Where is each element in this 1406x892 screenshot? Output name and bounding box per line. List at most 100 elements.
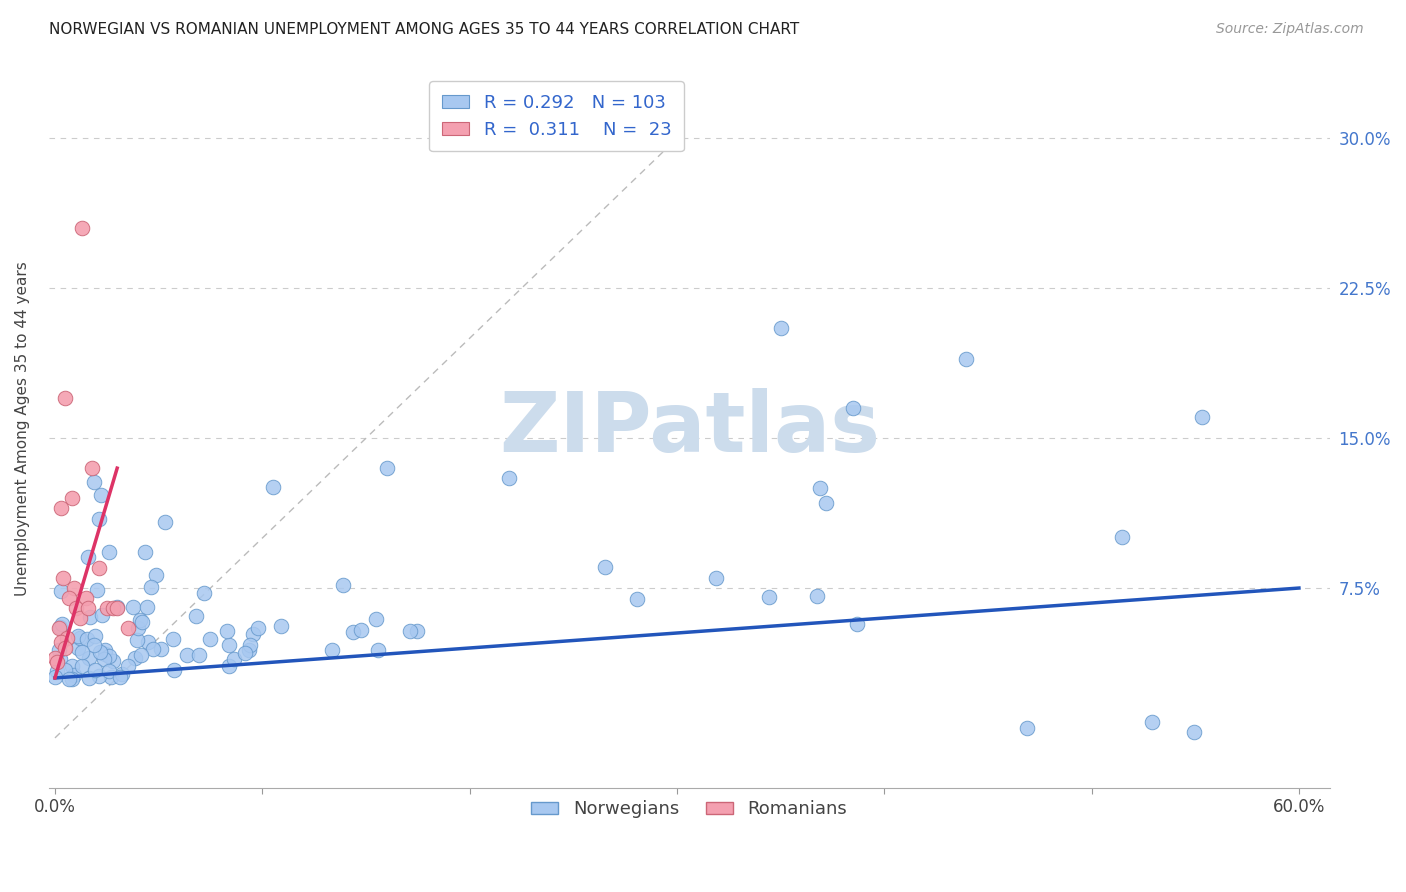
Point xyxy=(163,663,186,677)
Point xyxy=(70,221,93,235)
Point xyxy=(44,651,66,665)
Point xyxy=(49,652,72,666)
Point xyxy=(375,461,398,475)
Point xyxy=(60,491,83,505)
Point xyxy=(131,615,153,629)
Point xyxy=(769,321,792,335)
Point xyxy=(53,663,76,677)
Point xyxy=(108,670,131,684)
Point xyxy=(262,480,284,494)
Point xyxy=(94,642,117,657)
Point xyxy=(246,622,269,636)
Point xyxy=(94,647,117,661)
Point xyxy=(1191,410,1213,425)
Point xyxy=(242,627,264,641)
Point xyxy=(332,578,354,592)
Point xyxy=(121,599,143,614)
Point xyxy=(100,670,122,684)
Point xyxy=(89,645,111,659)
Legend: Norwegians, Romanians: Norwegians, Romanians xyxy=(524,793,855,826)
Point xyxy=(82,461,104,475)
Point xyxy=(131,648,153,662)
Text: ZIPatlas: ZIPatlas xyxy=(499,388,880,468)
Point xyxy=(93,652,115,666)
Point xyxy=(84,629,107,643)
Point xyxy=(233,646,256,660)
Point xyxy=(58,672,80,686)
Point xyxy=(97,649,120,664)
Point xyxy=(136,635,159,649)
Point xyxy=(44,670,66,684)
Point xyxy=(49,583,72,598)
Point xyxy=(321,643,343,657)
Point xyxy=(87,668,110,682)
Point xyxy=(134,545,156,559)
Point xyxy=(45,664,67,678)
Point xyxy=(83,663,105,677)
Point xyxy=(184,608,207,623)
Point xyxy=(349,623,371,637)
Point xyxy=(83,639,105,653)
Point xyxy=(593,560,616,574)
Point xyxy=(97,545,120,559)
Point xyxy=(704,571,727,585)
Point xyxy=(69,631,91,645)
Point xyxy=(117,621,139,635)
Point xyxy=(758,591,780,605)
Point xyxy=(51,501,73,516)
Point xyxy=(218,659,240,673)
Point xyxy=(101,654,124,668)
Point xyxy=(127,621,149,635)
Point xyxy=(90,488,112,502)
Point xyxy=(49,620,72,634)
Point xyxy=(51,616,73,631)
Point xyxy=(63,667,86,681)
Point xyxy=(193,586,215,600)
Point xyxy=(97,664,120,678)
Point xyxy=(187,648,209,663)
Point xyxy=(96,601,118,615)
Point xyxy=(808,481,831,495)
Point xyxy=(136,599,159,614)
Point xyxy=(110,667,132,681)
Point xyxy=(48,643,70,657)
Text: Source: ZipAtlas.com: Source: ZipAtlas.com xyxy=(1216,22,1364,37)
Point xyxy=(72,659,94,673)
Point xyxy=(52,571,75,585)
Point xyxy=(814,496,837,510)
Point xyxy=(87,561,110,575)
Point xyxy=(65,601,87,615)
Point xyxy=(200,632,222,647)
Point xyxy=(70,645,93,659)
Point xyxy=(105,601,128,615)
Point xyxy=(342,625,364,640)
Point xyxy=(845,616,868,631)
Point xyxy=(1142,714,1164,729)
Point xyxy=(364,612,387,626)
Point xyxy=(955,351,977,366)
Point xyxy=(1182,725,1205,739)
Point xyxy=(127,633,149,648)
Point xyxy=(215,624,238,638)
Point xyxy=(218,638,240,652)
Point xyxy=(77,549,100,564)
Point xyxy=(53,640,76,655)
Point xyxy=(239,638,262,652)
Point xyxy=(222,652,245,666)
Point xyxy=(62,581,84,595)
Point xyxy=(87,511,110,525)
Point xyxy=(101,601,124,615)
Point xyxy=(153,515,176,529)
Point xyxy=(46,655,69,669)
Point xyxy=(60,658,83,673)
Point xyxy=(48,621,70,635)
Point xyxy=(77,601,100,615)
Point xyxy=(86,582,108,597)
Point xyxy=(238,643,260,657)
Point xyxy=(367,642,389,657)
Y-axis label: Unemployment Among Ages 35 to 44 years: Unemployment Among Ages 35 to 44 years xyxy=(15,260,30,596)
Point xyxy=(162,632,184,646)
Point xyxy=(129,613,152,627)
Point xyxy=(1111,529,1133,543)
Point xyxy=(141,580,163,594)
